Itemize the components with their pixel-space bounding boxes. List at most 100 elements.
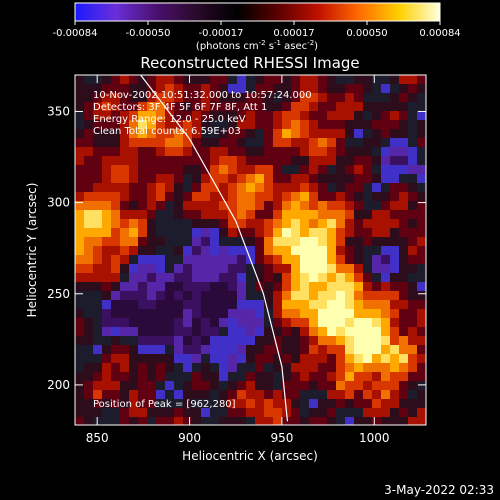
heatmap-cell xyxy=(201,417,211,425)
heatmap-cell xyxy=(138,363,148,373)
heatmap-cell xyxy=(318,93,328,103)
heatmap-cell xyxy=(363,129,373,139)
heatmap-cell xyxy=(102,390,112,400)
heatmap-cell xyxy=(354,390,364,400)
heatmap-cell xyxy=(156,354,166,364)
heatmap-cell xyxy=(417,336,426,346)
heatmap-cell xyxy=(309,93,319,103)
heatmap-cell xyxy=(102,111,112,121)
heatmap-cell xyxy=(111,201,121,211)
heatmap-cell xyxy=(327,192,337,202)
heatmap-cell xyxy=(201,147,211,157)
heatmap-cell xyxy=(174,174,184,184)
heatmap-cell xyxy=(174,273,184,283)
heatmap-cell xyxy=(381,417,391,425)
heatmap-cell xyxy=(75,120,85,130)
x-axis-label: Heliocentric X (arcsec) xyxy=(182,449,318,463)
heatmap-cell xyxy=(138,309,148,319)
heatmap-cell xyxy=(147,165,157,175)
heatmap-cell xyxy=(246,129,256,139)
heatmap-cell xyxy=(273,165,283,175)
heatmap-cell xyxy=(390,201,400,211)
heatmap-cell xyxy=(147,75,157,85)
heatmap-cell xyxy=(102,174,112,184)
heatmap-cell xyxy=(399,327,409,337)
heatmap-cell xyxy=(219,138,229,148)
heatmap-cell xyxy=(264,129,274,139)
heatmap-cell xyxy=(408,228,418,238)
heatmap-cell xyxy=(273,372,283,382)
heatmap-cell xyxy=(363,408,373,418)
heatmap-cell xyxy=(219,102,229,112)
heatmap-cell xyxy=(147,273,157,283)
heatmap-cell xyxy=(228,390,238,400)
heatmap-cell xyxy=(237,273,247,283)
heatmap-cell xyxy=(246,111,256,121)
heatmap-cell xyxy=(372,237,382,247)
heatmap-cell xyxy=(381,210,391,220)
heatmap-cell xyxy=(237,210,247,220)
heatmap-cell xyxy=(129,399,139,409)
heatmap-cell xyxy=(255,273,265,283)
heatmap-cell xyxy=(336,129,346,139)
heatmap-cell xyxy=(102,255,112,265)
heatmap-cell xyxy=(165,408,175,418)
heatmap-cell xyxy=(165,93,175,103)
heatmap-cell xyxy=(183,237,193,247)
heatmap-cell xyxy=(228,381,238,391)
heatmap-cell xyxy=(354,336,364,346)
heatmap-cell xyxy=(138,336,148,346)
heatmap-cell xyxy=(93,138,103,148)
heatmap-cell xyxy=(381,282,391,292)
heatmap-cell xyxy=(336,399,346,409)
heatmap-cell xyxy=(264,228,274,238)
heatmap-cell xyxy=(210,228,220,238)
heatmap-cell xyxy=(282,93,292,103)
heatmap-cell xyxy=(201,201,211,211)
heatmap-cell xyxy=(75,201,85,211)
heatmap-cell xyxy=(273,273,283,283)
heatmap-cell xyxy=(102,318,112,328)
heatmap-cell xyxy=(363,309,373,319)
heatmap-cell xyxy=(219,255,229,265)
heatmap-cell xyxy=(282,156,292,166)
heatmap-cell xyxy=(336,75,346,85)
heatmap-cell xyxy=(174,327,184,337)
x-tick-label: 950 xyxy=(270,431,293,445)
heatmap-cell xyxy=(345,291,355,301)
heatmap-cell xyxy=(93,183,103,193)
heatmap-cell xyxy=(309,273,319,283)
heatmap-cell xyxy=(300,291,310,301)
heatmap-cell xyxy=(219,129,229,139)
heatmap-cell xyxy=(282,147,292,157)
heatmap-cell xyxy=(309,327,319,337)
heatmap-cell xyxy=(345,156,355,166)
heatmap-cell xyxy=(201,102,211,112)
heatmap-cell xyxy=(237,363,247,373)
heatmap-cell xyxy=(201,192,211,202)
heatmap-cell xyxy=(282,363,292,373)
heatmap-cell xyxy=(300,75,310,85)
heatmap-cell xyxy=(417,84,426,94)
heatmap-cell xyxy=(381,111,391,121)
heatmap-cell xyxy=(273,219,283,229)
heatmap-cell xyxy=(408,246,418,256)
heatmap-cell xyxy=(390,372,400,382)
heatmap-cell xyxy=(381,345,391,355)
heatmap-cell xyxy=(147,345,157,355)
heatmap-cell xyxy=(417,309,426,319)
heatmap-cell xyxy=(363,102,373,112)
heatmap-cell xyxy=(129,228,139,238)
heatmap-cell xyxy=(165,354,175,364)
heatmap-cell xyxy=(336,309,346,319)
heatmap-cell xyxy=(390,228,400,238)
heatmap-cell xyxy=(75,372,85,382)
heatmap-cell xyxy=(354,291,364,301)
heatmap-cell xyxy=(327,390,337,400)
heatmap-cell xyxy=(129,75,139,85)
heatmap-cell xyxy=(120,192,130,202)
heatmap-cell xyxy=(93,192,103,202)
heatmap-cell xyxy=(201,264,211,274)
heatmap-cell xyxy=(93,300,103,310)
heatmap-cell xyxy=(273,129,283,139)
